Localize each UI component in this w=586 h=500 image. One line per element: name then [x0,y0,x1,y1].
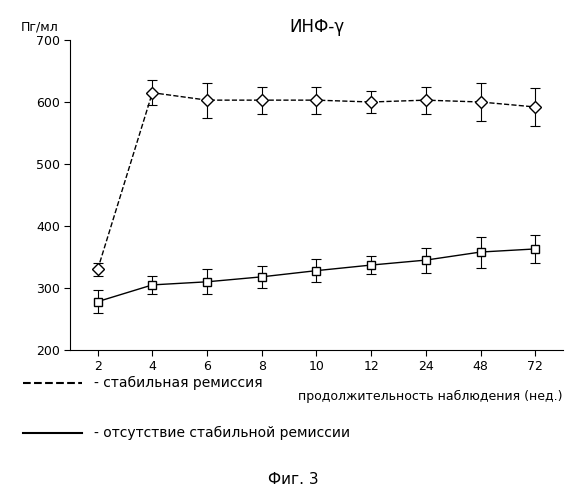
Text: - отсутствие стабильной ремиссии: - отсутствие стабильной ремиссии [94,426,350,440]
Title: ИНФ-γ: ИНФ-γ [289,18,344,36]
Text: продолжительность наблюдения (нед.): продолжительность наблюдения (нед.) [298,390,563,404]
Text: Пг/мл: Пг/мл [21,21,59,34]
Text: Фиг. 3: Фиг. 3 [268,472,318,488]
Text: - стабильная ремиссия: - стабильная ремиссия [94,376,263,390]
